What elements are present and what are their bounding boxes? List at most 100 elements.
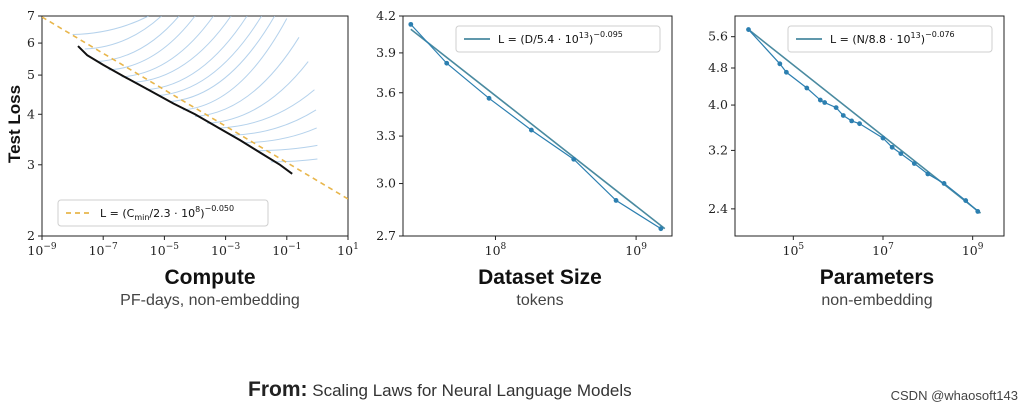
data-point: [746, 27, 751, 32]
plot-area: [42, 16, 348, 200]
legend: L = (N/8.8 · 1013)−0.076: [787, 25, 993, 53]
legend-label: L = (D/5.4 · 1013)−0.095: [498, 30, 623, 46]
dataset-size-panel: 2.7 3.0 3.3 3.6 3.9 4.2 108 109 L = (D/5.4 · 101…: [376, 8, 673, 258]
y-tick-label: 3.9: [376, 45, 396, 60]
training-run-curve: [244, 127, 317, 144]
data-point: [963, 198, 969, 203]
training-run-curve: [84, 16, 162, 50]
data-point: [486, 95, 492, 101]
y-tick-label: 6: [27, 35, 35, 50]
x-tick-label: 10−7: [89, 242, 118, 258]
data-point: [833, 105, 839, 111]
x-axis-subtitle-dataset: tokens: [516, 292, 564, 309]
x-tick-label: 105: [783, 242, 805, 258]
data-point: [804, 85, 810, 91]
source-caption: From: Scaling Laws for Neural Language M…: [248, 378, 632, 402]
compute-frontier-line: [77, 45, 293, 175]
y-tick-label: 2.7: [376, 228, 396, 243]
x-tick-label: 10−5: [150, 242, 179, 258]
y-tick-label: 3.2: [708, 142, 728, 157]
y-tick-label: 3.3: [376, 128, 396, 143]
data-point: [528, 127, 534, 133]
y-tick-label: 3.0: [376, 176, 396, 191]
parameters-panel: 2.4 3.2 4.0 4.8 5.6 105 107 109 L = (N/8.8 · 101…: [708, 15, 1005, 258]
source-title: Scaling Laws for Neural Language Models: [312, 381, 632, 400]
x-tick-label: 108: [485, 242, 507, 258]
y-axis-label: Test Loss: [5, 85, 24, 163]
training-run-curve: [108, 16, 196, 71]
training-run-curve: [72, 16, 149, 36]
x-tick-label: 109: [962, 242, 984, 258]
y-tick-label: 7: [27, 8, 35, 23]
data-series-line: [748, 29, 979, 212]
x-tick-label: 101: [337, 242, 359, 258]
y-tick-label: 3.6: [376, 85, 396, 100]
legend: L = (D/5.4 · 1013)−0.095: [455, 25, 661, 53]
training-run-curve: [157, 16, 263, 97]
legend-label: L = (Cmin/2.3 · 108)−0.050: [100, 204, 234, 222]
y-tick-label: 2.4: [708, 201, 728, 216]
x-axis-title-compute: Compute: [164, 266, 256, 289]
training-run-curve: [96, 16, 180, 63]
data-point: [408, 21, 414, 27]
data-point: [658, 226, 664, 232]
y-tick-label: 4: [27, 106, 35, 121]
training-run-curve: [182, 18, 288, 111]
source-lead: From:: [248, 378, 308, 401]
data-point: [783, 69, 789, 75]
data-point: [571, 156, 577, 162]
data-point: [849, 118, 855, 124]
data-point: [817, 97, 823, 103]
plot-frame: [734, 15, 1005, 237]
y-tick-label: 2: [27, 228, 35, 243]
data-point: [777, 61, 783, 67]
y-tick-label: 4.2: [376, 8, 396, 23]
x-axis-title-parameters: Parameters: [819, 266, 935, 289]
x-tick-label: 10−1: [272, 242, 301, 258]
data-point: [941, 181, 947, 186]
data-point: [880, 135, 886, 141]
data-point: [840, 113, 846, 118]
x-tick-label: 109: [625, 242, 647, 258]
data-point: [822, 100, 828, 105]
compute-panel: 2 3 4 5 6 7 10−9 10−7 10−5 10−3 10−1 101 L = (Cmin/2…: [27, 8, 359, 258]
x-axis-subtitle-compute: PF-days, non-embedding: [120, 292, 300, 309]
data-point: [898, 151, 904, 157]
watermark: CSDN @whaosoft143: [890, 388, 1018, 403]
y-tick-label: 4.8: [708, 60, 728, 75]
legend-box: [57, 199, 269, 227]
x-axis-subtitle-parameters: non-embedding: [821, 292, 933, 309]
x-tick-label: 10−3: [211, 242, 240, 258]
plot-area: [746, 27, 982, 214]
training-run-curve: [218, 89, 315, 129]
training-run-curve: [169, 16, 276, 103]
training-run-curve: [230, 109, 317, 136]
data-point: [444, 60, 450, 66]
data-point: [889, 144, 895, 150]
data-point: [911, 161, 917, 166]
y-tick-label: 5.6: [708, 29, 728, 44]
training-run-curve: [207, 61, 309, 124]
legend: L = (Cmin/2.3 · 108)−0.050: [57, 199, 269, 227]
training-run-curve: [256, 144, 318, 152]
x-tick-label: 10−9: [27, 242, 56, 258]
legend-box: [787, 25, 993, 53]
training-run-curve: [133, 16, 232, 83]
legend-label: L = (N/8.8 · 1013)−0.076: [830, 30, 955, 46]
data-point: [613, 198, 619, 203]
data-point: [925, 171, 931, 177]
training-run-curve: [121, 16, 214, 78]
x-axis-title-dataset: Dataset Size: [478, 266, 602, 289]
x-tick-label: 107: [872, 242, 894, 258]
power-law-fit-line: [410, 28, 666, 230]
plot-area: [408, 21, 666, 232]
y-tick-label: 5: [27, 67, 35, 82]
data-point: [857, 121, 862, 127]
data-point: [975, 209, 981, 214]
legend-box: [455, 25, 661, 53]
training-run-curve: [270, 158, 318, 163]
training-run-curve: [145, 16, 248, 91]
plot-frame: [402, 15, 673, 237]
training-run-curve: [194, 37, 300, 117]
